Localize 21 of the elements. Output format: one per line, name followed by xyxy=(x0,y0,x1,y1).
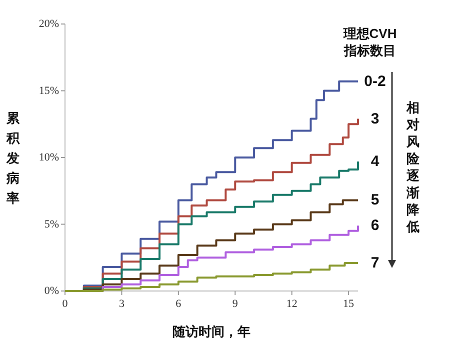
series-label: 4 xyxy=(370,153,380,170)
x-axis-title: 随访时间，年 xyxy=(172,324,250,339)
x-tick-label: 15 xyxy=(343,298,355,310)
text: 相对风险逐渐降低 xyxy=(406,100,420,234)
y-axis-title: 累积发病率 xyxy=(6,110,20,206)
y-tick-label: 10% xyxy=(38,152,59,164)
y-tick-label: 15% xyxy=(38,84,59,97)
series-label: 7 xyxy=(370,254,380,272)
y-tick-label: 5% xyxy=(44,218,59,230)
legend-title: 理想CVH 指标数目 xyxy=(342,26,397,58)
y-tick-label: 0% xyxy=(44,285,59,297)
x-tick-label: 0 xyxy=(62,298,68,310)
x-tick-label: 6 xyxy=(176,298,182,310)
series-label: 3 xyxy=(370,110,380,128)
x-tick-label: 9 xyxy=(232,298,238,310)
series-label: 5 xyxy=(370,192,380,209)
y-tick-label: 20% xyxy=(38,18,59,30)
x-tick-label: 3 xyxy=(118,298,125,310)
x-tick-label: 12 xyxy=(286,298,298,310)
series-label: 6 xyxy=(370,217,380,234)
series-label: 0-2 xyxy=(364,72,386,90)
